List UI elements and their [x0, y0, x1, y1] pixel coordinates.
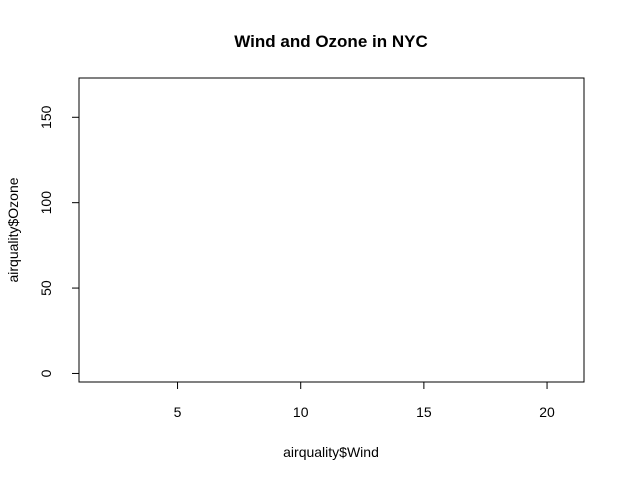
y-axis-label: airquality$Ozone — [5, 177, 21, 282]
x-axis: 5 10 15 20 — [174, 381, 555, 420]
y-axis: 0 50 100 150 — [38, 105, 80, 377]
y-tick-label: 0 — [38, 369, 54, 377]
x-tick-label: 20 — [539, 404, 555, 420]
x-tick-label: 5 — [174, 404, 182, 420]
chart-title: Wind and Ozone in NYC — [234, 32, 427, 51]
x-axis-label: airquality$Wind — [283, 444, 379, 460]
plot-frame — [78, 77, 585, 383]
y-tick-label: 150 — [38, 105, 54, 129]
y-tick-label: 100 — [38, 191, 54, 215]
x-tick-label: 10 — [293, 404, 309, 420]
x-tick-label: 15 — [416, 404, 432, 420]
y-tick-label: 50 — [38, 280, 54, 296]
